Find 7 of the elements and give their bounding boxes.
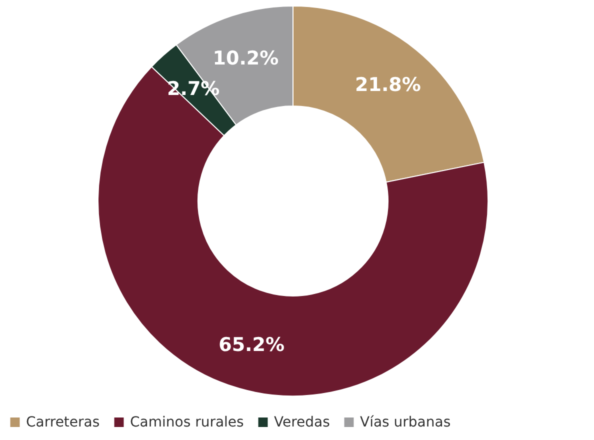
legend-label: Veredas <box>274 414 330 430</box>
legend-label: Vías urbanas <box>360 414 451 430</box>
legend-label: Caminos rurales <box>130 414 244 430</box>
data-label: 10.2% <box>212 48 279 70</box>
legend-label: Carreteras <box>26 414 100 430</box>
data-label: 21.8% <box>355 74 421 96</box>
data-label: 65.2% <box>218 334 285 356</box>
